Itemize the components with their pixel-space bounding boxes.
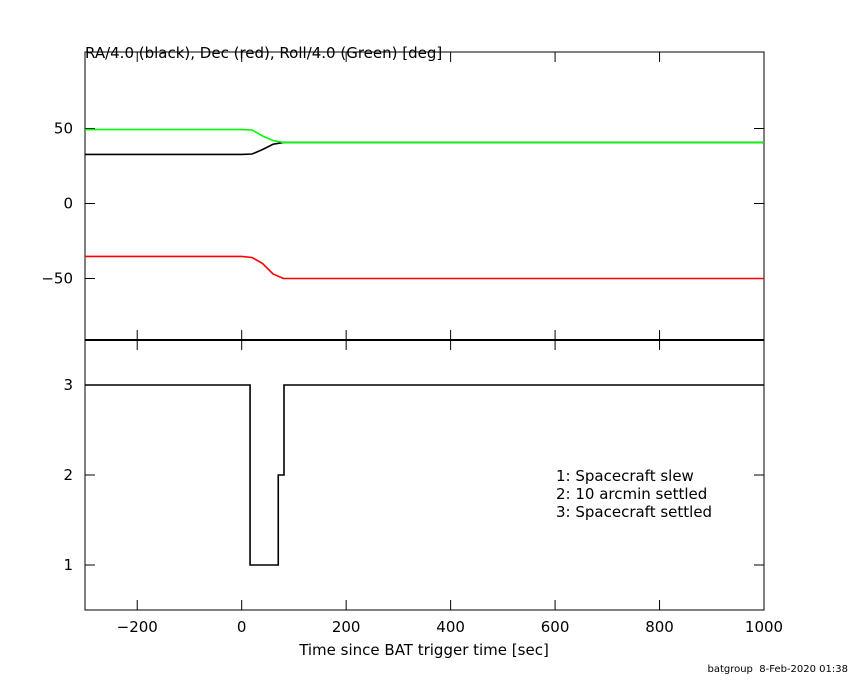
y-tick-label: 3 <box>63 376 73 394</box>
x-tick-label: 1000 <box>745 618 783 636</box>
y-tick-label: 1 <box>63 556 73 574</box>
x-tick-label: −200 <box>117 618 158 636</box>
x-tick-label: 600 <box>541 618 570 636</box>
x-tick-label: 0 <box>237 618 247 636</box>
y-tick-label: −50 <box>41 270 73 288</box>
y-tick-label: 0 <box>63 195 73 213</box>
annotation: 2: 10 arcmin settled <box>556 485 707 503</box>
x-tick-label: 200 <box>332 618 361 636</box>
chart-title: RA/4.0 (black), Dec (red), Roll/4.0 (Gre… <box>85 44 442 62</box>
y-tick-label: 2 <box>63 466 73 484</box>
data-line <box>85 384 764 566</box>
data-line <box>85 128 764 144</box>
x-axis-label: Time since BAT trigger time [sec] <box>298 641 549 659</box>
x-tick-label: 800 <box>645 618 674 636</box>
data-line <box>85 141 764 156</box>
footer: batgroup 8-Feb-2020 01:38 <box>707 664 848 675</box>
annotation: 1: Spacecraft slew <box>556 467 694 485</box>
frame <box>84 51 765 611</box>
data-line <box>85 255 764 280</box>
x-tick-label: 400 <box>436 618 465 636</box>
annotation: 3: Spacecraft settled <box>556 503 712 521</box>
y-tick-label: 50 <box>54 120 73 138</box>
